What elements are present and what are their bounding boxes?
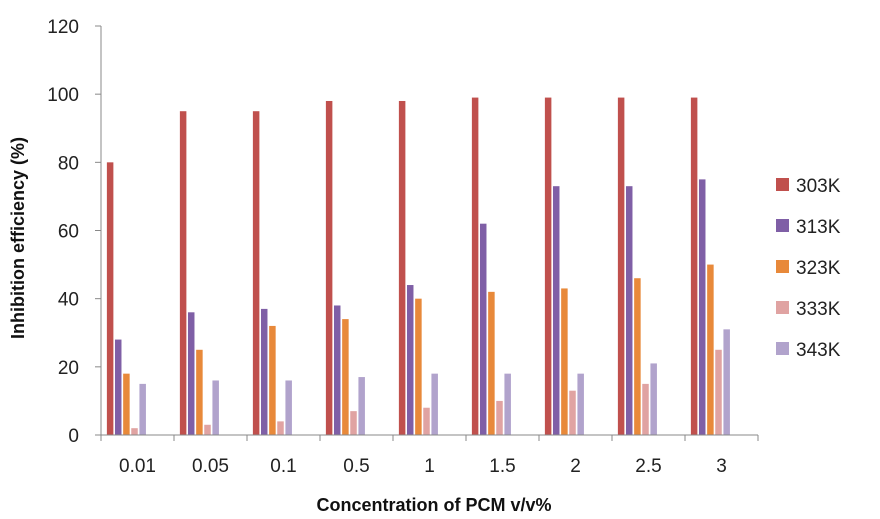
bar-313k-2 — [553, 186, 560, 435]
bar-323k-1 — [415, 299, 422, 435]
bar-343k-1 — [431, 374, 438, 435]
y-tick-label: 60 — [58, 222, 79, 243]
legend-label-313k: 313K — [796, 217, 841, 238]
bar-313k-1_5 — [480, 224, 487, 435]
y-tick-label: 120 — [47, 17, 79, 38]
y-tick-label: 100 — [47, 85, 79, 106]
legend-swatch-323k — [776, 260, 789, 273]
bar-313k-0_5 — [334, 305, 341, 435]
bar-343k-2_5 — [650, 363, 657, 435]
bar-323k-0_1 — [269, 326, 276, 435]
x-tick-label: 1.5 — [489, 456, 515, 477]
y-tick-label: 0 — [68, 426, 79, 447]
x-tick-label: 0.5 — [343, 456, 369, 477]
bar-303k-2 — [545, 98, 552, 435]
bar-343k-0_05 — [212, 380, 219, 435]
legend-label-323k: 323K — [796, 258, 841, 279]
y-tick-label: 40 — [58, 290, 79, 311]
legend-label-303k: 303K — [796, 176, 841, 197]
bar-303k-1 — [399, 101, 406, 435]
y-tick-label: 20 — [58, 358, 79, 379]
bar-323k-2_5 — [634, 278, 641, 435]
bar-323k-0_05 — [196, 350, 203, 435]
y-axis-ticks: 0 20 40 60 80 100 120 — [47, 17, 101, 447]
bar-323k-3 — [707, 265, 714, 435]
x-tick-label: 1 — [424, 456, 435, 477]
bar-303k-0_05 — [180, 111, 187, 435]
bar-343k-3 — [723, 329, 730, 435]
x-tick-label: 0.01 — [119, 456, 156, 477]
bar-343k-0_5 — [358, 377, 365, 435]
x-axis-title: Concentration of PCM v/v% — [316, 495, 551, 515]
bar-303k-0_5 — [326, 101, 333, 435]
bar-333k-1 — [423, 408, 430, 435]
bar-323k-0_01 — [123, 374, 129, 435]
bar-333k-0_1 — [277, 421, 284, 435]
bar-303k-2_5 — [618, 98, 625, 435]
bar-323k-0_5 — [342, 319, 349, 435]
legend-label-343k: 343K — [796, 340, 841, 361]
bar-333k-2_5 — [642, 384, 649, 435]
legend-swatch-343k — [776, 342, 789, 355]
bar-343k-1_5 — [504, 374, 511, 435]
bar-313k-0_1 — [261, 309, 268, 435]
bar-333k-3 — [715, 350, 722, 435]
x-tick-label: 0.05 — [192, 456, 229, 477]
bar-313k-2_5 — [626, 186, 633, 435]
bar-333k-2 — [569, 391, 576, 435]
bar-303k-3 — [691, 98, 698, 435]
x-axis-ticks: 0.01 0.05 0.1 0.5 1 1.5 2 2.5 3 — [101, 435, 758, 477]
bar-333k-0_5 — [350, 411, 357, 435]
bar-333k-0_01 — [131, 428, 138, 435]
bar-333k-0_05 — [204, 425, 211, 435]
bar-313k-1 — [407, 285, 414, 435]
bar-303k-0_1 — [253, 111, 260, 435]
x-tick-label: 2.5 — [635, 456, 661, 477]
bar-303k-1_5 — [472, 98, 479, 435]
bar-323k-1_5 — [488, 292, 495, 435]
bar-313k-0_01 — [115, 340, 122, 435]
bar-333k-1_5 — [496, 401, 503, 435]
legend-swatch-333k — [776, 301, 789, 314]
legend-label-333k: 333K — [796, 299, 841, 320]
bar-343k-0_01 — [139, 384, 146, 435]
x-tick-label: 2 — [570, 456, 581, 477]
bars — [107, 98, 730, 435]
legend: 303K 313K 323K 333K 343K — [776, 176, 841, 361]
bar-313k-3 — [699, 179, 706, 435]
bar-343k-0_1 — [285, 380, 292, 435]
y-axis-title: Inhibition efficiency (%) — [8, 137, 28, 339]
x-tick-label: 3 — [716, 456, 727, 477]
legend-swatch-303k — [776, 178, 789, 191]
x-tick-label: 0.1 — [270, 456, 296, 477]
bar-323k-2 — [561, 288, 568, 435]
bar-343k-2 — [577, 374, 584, 435]
legend-swatch-313k — [776, 219, 789, 232]
y-tick-label: 80 — [58, 153, 79, 174]
bar-313k-0_05 — [188, 312, 195, 435]
bar-303k-0_01 — [107, 162, 114, 435]
